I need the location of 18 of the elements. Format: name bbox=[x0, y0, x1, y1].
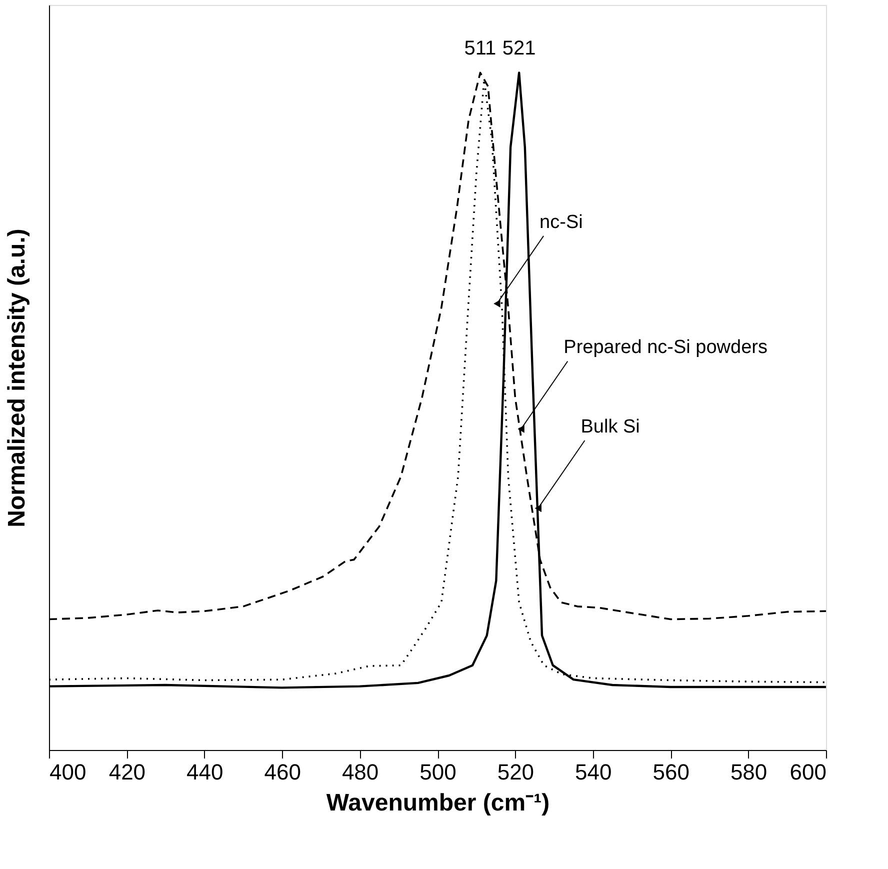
x-tick-label: 560 bbox=[652, 760, 690, 784]
x-tick-label: 440 bbox=[186, 760, 224, 784]
x-tick-label: 500 bbox=[420, 760, 456, 784]
x-tick-label: 600 bbox=[790, 760, 826, 784]
annotation: nc-Si bbox=[540, 212, 583, 233]
x-tick-label: 480 bbox=[342, 760, 379, 784]
y-axis-title: Normalized intensity (a.u.) bbox=[4, 228, 30, 528]
annotation: Prepared nc-Si powders bbox=[564, 337, 768, 358]
annotation: 511 bbox=[464, 38, 496, 60]
x-tick-label: 580 bbox=[730, 760, 768, 784]
annotation: 521 bbox=[502, 38, 536, 60]
x-tick-label: 520 bbox=[497, 760, 534, 784]
annotation: Bulk Si bbox=[580, 416, 640, 438]
x-tick-label: 460 bbox=[264, 760, 301, 784]
x-axis-title: Wavenumber (cm⁻¹) bbox=[326, 790, 550, 816]
x-tick-label: 400 bbox=[50, 760, 86, 784]
x-tick-label: 420 bbox=[108, 760, 146, 784]
x-tick-label: 540 bbox=[575, 760, 612, 784]
